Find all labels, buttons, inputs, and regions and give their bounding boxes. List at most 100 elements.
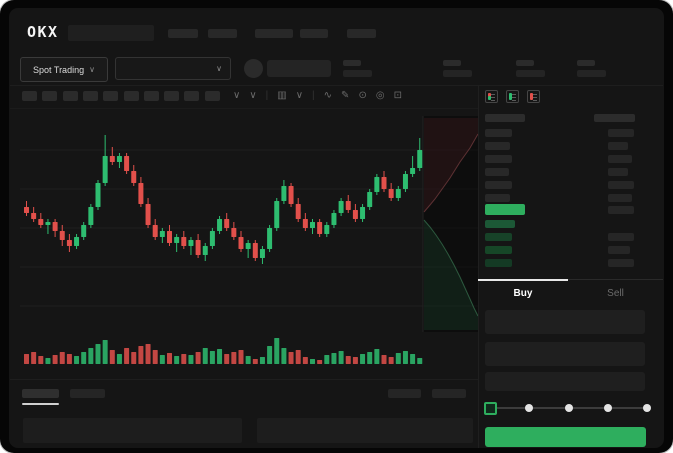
bottom-panel-placeholder[interactable]: [23, 418, 242, 443]
bottom-action-placeholder[interactable]: [432, 389, 466, 398]
ask-price-placeholder[interactable]: [485, 181, 512, 189]
amount-input[interactable]: [485, 342, 645, 366]
nav-item-placeholder[interactable]: [168, 29, 198, 38]
pair-dropdown[interactable]: ∨: [115, 57, 231, 80]
stat-label-placeholder: [343, 60, 361, 66]
bid-price-placeholder[interactable]: [485, 259, 512, 267]
chart-toolbar-icons: ∨ ∨ | ▥ ∨ | ∿ ✎ ⊙ ◎ ⊡: [233, 89, 402, 102]
separator: |: [265, 89, 269, 101]
last-price-amount: [608, 206, 634, 214]
orderbook-header-price: [485, 114, 525, 122]
ask-amount-placeholder: [608, 155, 632, 163]
ask-mark: [488, 93, 491, 97]
bottom-action-placeholder[interactable]: [388, 389, 421, 398]
ask-amount-placeholder: [608, 142, 628, 150]
bottom-tab-placeholder[interactable]: [22, 389, 59, 398]
separator: |: [312, 89, 315, 101]
panel-divider: [478, 85, 479, 448]
interval-button[interactable]: [42, 91, 58, 101]
tab-sell[interactable]: Sell: [607, 288, 624, 299]
interval-button[interactable]: [184, 91, 200, 101]
search-placeholder[interactable]: [68, 25, 154, 41]
toolbar-divider: [10, 108, 478, 109]
slider-handle[interactable]: [484, 402, 497, 415]
bottom-panel-placeholder[interactable]: [257, 418, 473, 443]
interval-button[interactable]: [204, 91, 220, 101]
orderbook-view-asks-icon[interactable]: [527, 90, 540, 103]
pair-name-placeholder: [267, 60, 331, 77]
chevron-down-icon[interactable]: ∨: [233, 89, 241, 101]
coin-avatar: [244, 59, 263, 78]
bid-amount-placeholder: [608, 246, 630, 254]
nav-item-placeholder[interactable]: [255, 29, 293, 38]
stat-label-placeholder: [577, 60, 595, 66]
slider-stop-dot[interactable]: [603, 404, 612, 412]
slider-stop-dot[interactable]: [643, 404, 651, 412]
okx-logo[interactable]: OKX: [27, 23, 59, 41]
side-mark: [509, 93, 512, 100]
nav-item-placeholder[interactable]: [347, 29, 376, 38]
orderbook-view-bids-icon[interactable]: [506, 90, 519, 103]
rows-mark: [491, 94, 495, 101]
stat-value-placeholder: [443, 70, 472, 77]
ask-amount-placeholder: [608, 129, 634, 137]
bid-amount-placeholder: [608, 259, 634, 267]
chevron-down-icon[interactable]: ∨: [295, 89, 304, 101]
chevron-down-icon: ∨: [89, 64, 95, 74]
interval-button[interactable]: [82, 91, 98, 101]
nav-item-placeholder[interactable]: [300, 29, 328, 38]
slider-stop-dot[interactable]: [525, 404, 534, 412]
bid-amount-placeholder: [608, 233, 634, 241]
ask-price-placeholder[interactable]: [485, 194, 510, 202]
candle-type-icon[interactable]: ▥: [277, 89, 287, 101]
buy-submit-button[interactable]: [485, 427, 646, 447]
stat-label-placeholder: [516, 60, 534, 66]
active-tab-underline: [22, 403, 59, 405]
bid-price-placeholder[interactable]: [485, 233, 512, 241]
interval-button[interactable]: [62, 91, 78, 101]
interval-button[interactable]: [103, 91, 119, 101]
chevron-down-icon: ∨: [216, 63, 222, 73]
ask-price-placeholder[interactable]: [485, 129, 512, 137]
interval-button[interactable]: [123, 91, 139, 101]
ask-price-placeholder[interactable]: [485, 142, 510, 150]
nav-item-placeholder[interactable]: [208, 29, 237, 38]
ask-price-placeholder[interactable]: [485, 155, 512, 163]
interval-button[interactable]: [22, 91, 37, 101]
tab-buy[interactable]: Buy: [513, 288, 533, 299]
candlestick-chart[interactable]: [20, 108, 478, 370]
bid-price-placeholder[interactable]: [485, 246, 512, 254]
price-input[interactable]: [485, 310, 645, 334]
ask-price-placeholder[interactable]: [485, 168, 509, 176]
side-mark: [530, 93, 533, 100]
tabbar-divider: [478, 279, 663, 280]
indicators-icon[interactable]: ∿: [323, 89, 333, 101]
screenshot-icon[interactable]: ⊙: [358, 89, 367, 101]
stat-value-placeholder: [343, 70, 372, 77]
orderbook-view-combined-icon[interactable]: [485, 90, 498, 103]
ask-amount-placeholder: [608, 194, 632, 202]
rows-mark: [533, 94, 537, 101]
last-price-bar[interactable]: [485, 204, 525, 215]
interval-button[interactable]: [164, 91, 180, 101]
drawing-tools-icon[interactable]: ✎: [341, 89, 350, 101]
interval-button[interactable]: [143, 91, 159, 101]
bid-price-placeholder[interactable]: [485, 220, 515, 228]
orderbook-header-amount: [594, 114, 635, 122]
header-divider: [10, 85, 663, 86]
stat-label-placeholder: [443, 60, 461, 66]
total-input[interactable]: [485, 372, 645, 391]
ask-amount-placeholder: [608, 168, 628, 176]
bottom-tab-placeholder[interactable]: [70, 389, 105, 398]
ask-amount-placeholder: [608, 181, 634, 189]
stat-value-placeholder: [516, 70, 545, 77]
stat-value-placeholder: [577, 70, 606, 77]
fullscreen-icon[interactable]: ⊡: [393, 89, 402, 101]
slider-stop-dot[interactable]: [564, 404, 573, 412]
market-type-selector[interactable]: Spot Trading ∨: [20, 57, 108, 82]
chevron-down-icon[interactable]: ∨: [249, 89, 257, 101]
settings-icon[interactable]: ◎: [375, 89, 385, 101]
active-tab-indicator: [478, 279, 568, 281]
bid-mark: [488, 96, 491, 100]
